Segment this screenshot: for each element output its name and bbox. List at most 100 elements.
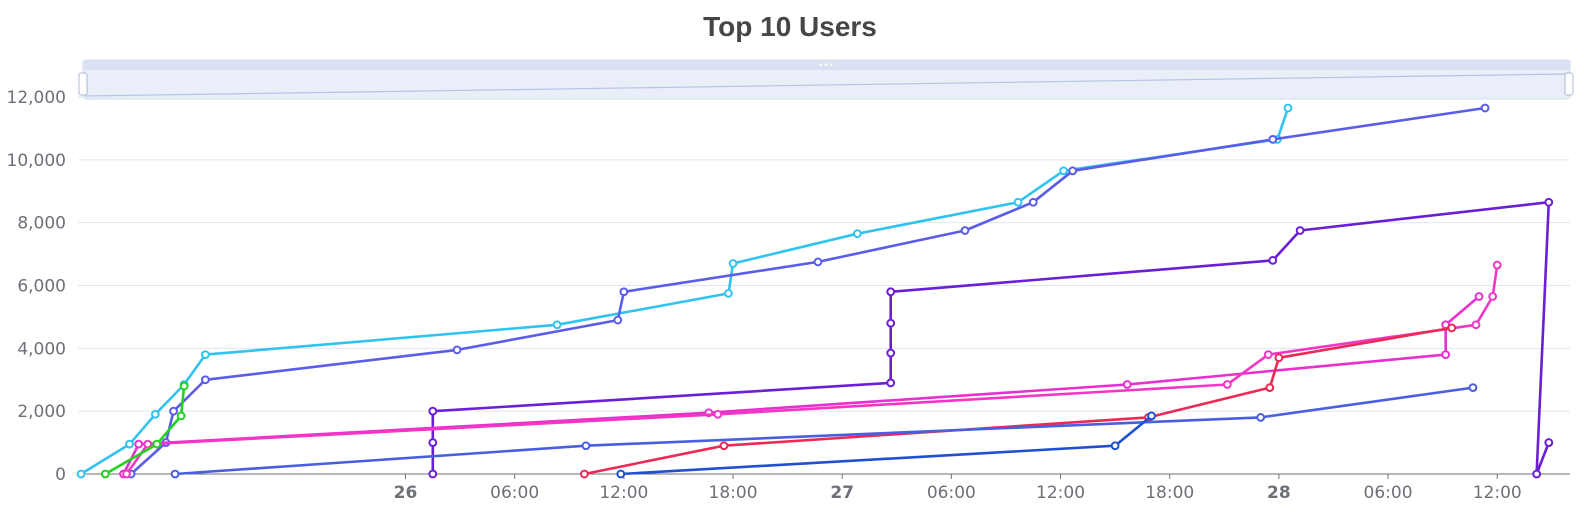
data-point[interactable] — [1028, 197, 1038, 207]
data-point[interactable] — [580, 469, 589, 479]
series-line — [431, 200, 1551, 476]
chart-title: Top 10 Users — [703, 11, 877, 42]
data-point[interactable] — [428, 438, 438, 447]
data-point[interactable] — [1122, 380, 1132, 389]
x-tick-label: 27 — [830, 483, 854, 503]
data-zoom-preview-line — [84, 73, 1569, 97]
data-zoom-left-handle[interactable] — [78, 72, 88, 96]
data-point[interactable] — [616, 469, 626, 479]
data-point[interactable] — [886, 378, 896, 388]
y-axis-ticks: 0 2,000 4,000 6,000 8,000 10,000 12,000 — [7, 88, 66, 485]
x-tick-label: 12:00 — [599, 483, 648, 503]
data-point[interactable] — [200, 350, 210, 360]
data-point[interactable] — [728, 259, 738, 268]
x-tick-label: 18:00 — [1145, 483, 1194, 503]
series-7 — [616, 411, 1156, 479]
data-point[interactable] — [1256, 413, 1266, 422]
data-point[interactable] — [122, 469, 131, 479]
x-tick-label: 18:00 — [709, 483, 758, 503]
data-point[interactable] — [1283, 103, 1293, 113]
data-point[interactable] — [1147, 411, 1156, 421]
x-tick-label: 12:00 — [1473, 483, 1522, 503]
x-axis-ticks: 26 06:00 12:00 18:00 27 06:00 12:00 18:00 28 06:0… — [394, 474, 1522, 503]
data-point[interactable] — [1222, 380, 1232, 389]
data-point[interactable] — [1488, 292, 1498, 301]
data-point[interactable] — [1532, 469, 1542, 479]
data-point[interactable] — [581, 441, 591, 451]
data-zoom-grip-icon[interactable]: ••• — [818, 61, 834, 71]
grid-lines — [78, 96, 1570, 475]
data-point[interactable] — [452, 345, 462, 355]
data-point[interactable] — [1480, 103, 1490, 113]
data-point[interactable] — [552, 320, 562, 330]
data-point[interactable] — [1492, 260, 1502, 270]
data-zoom-slider[interactable]: ••• — [78, 59, 1574, 100]
data-zoom-right-handle[interactable] — [1564, 72, 1574, 96]
y-tick-label: 10,000 — [7, 151, 66, 171]
data-point[interactable] — [76, 469, 86, 479]
data-point[interactable] — [886, 287, 896, 297]
data-point[interactable] — [428, 469, 438, 479]
data-point[interactable] — [1441, 350, 1451, 360]
data-point[interactable] — [125, 439, 134, 449]
data-point[interactable] — [852, 229, 862, 239]
data-point[interactable] — [134, 439, 144, 449]
data-point[interactable] — [200, 375, 210, 385]
series-4 — [122, 260, 1502, 479]
data-point[interactable] — [1295, 226, 1305, 235]
data-point[interactable] — [1013, 197, 1023, 207]
data-point[interactable] — [1059, 166, 1068, 176]
data-point[interactable] — [1474, 292, 1484, 301]
data-point[interactable] — [143, 439, 153, 449]
data-point[interactable] — [613, 315, 623, 325]
data-point[interactable] — [713, 409, 723, 419]
data-point[interactable] — [176, 411, 186, 421]
data-point[interactable] — [100, 469, 110, 479]
data-point[interactable] — [886, 348, 896, 358]
data-zoom-top-bar[interactable] — [83, 60, 1570, 70]
data-point[interactable] — [813, 257, 823, 267]
series-2 — [428, 197, 1554, 479]
data-point[interactable] — [150, 409, 160, 419]
series — [76, 103, 1554, 479]
data-point[interactable] — [1265, 383, 1275, 393]
y-tick-label: 8,000 — [17, 214, 66, 234]
data-point[interactable] — [170, 469, 180, 479]
data-point[interactable] — [1468, 383, 1478, 393]
data-point[interactable] — [1263, 350, 1273, 360]
series-line — [129, 106, 1487, 476]
series-5 — [580, 323, 1457, 479]
series-line — [173, 386, 1475, 476]
y-tick-label: 2,000 — [17, 402, 66, 422]
series-8 — [100, 381, 189, 479]
y-tick-label: 12,000 — [7, 88, 66, 108]
x-tick-label: 26 — [394, 483, 418, 503]
y-tick-label: 0 — [55, 465, 66, 485]
data-point[interactable] — [719, 441, 729, 451]
data-point[interactable] — [1544, 438, 1554, 447]
data-point[interactable] — [1471, 320, 1481, 330]
x-tick-label: 06:00 — [927, 483, 976, 503]
data-point[interactable] — [1274, 353, 1284, 363]
data-point[interactable] — [1068, 166, 1078, 176]
data-point[interactable] — [724, 288, 733, 298]
data-point[interactable] — [619, 287, 629, 297]
data-point[interactable] — [960, 226, 970, 235]
series-0 — [76, 103, 1293, 479]
data-point[interactable] — [1544, 197, 1554, 207]
data-point[interactable] — [1268, 255, 1278, 265]
x-tick-label: 12:00 — [1036, 483, 1085, 503]
data-point[interactable] — [1268, 135, 1278, 144]
series-line — [125, 263, 1499, 476]
data-point[interactable] — [152, 439, 162, 449]
data-point[interactable] — [169, 406, 178, 416]
data-point[interactable] — [1447, 323, 1457, 333]
data-point[interactable] — [428, 406, 438, 416]
y-tick-label: 4,000 — [17, 339, 66, 359]
data-point[interactable] — [886, 318, 896, 328]
data-point[interactable] — [179, 381, 189, 391]
x-tick-label: 28 — [1267, 483, 1291, 503]
data-point[interactable] — [1110, 441, 1120, 451]
